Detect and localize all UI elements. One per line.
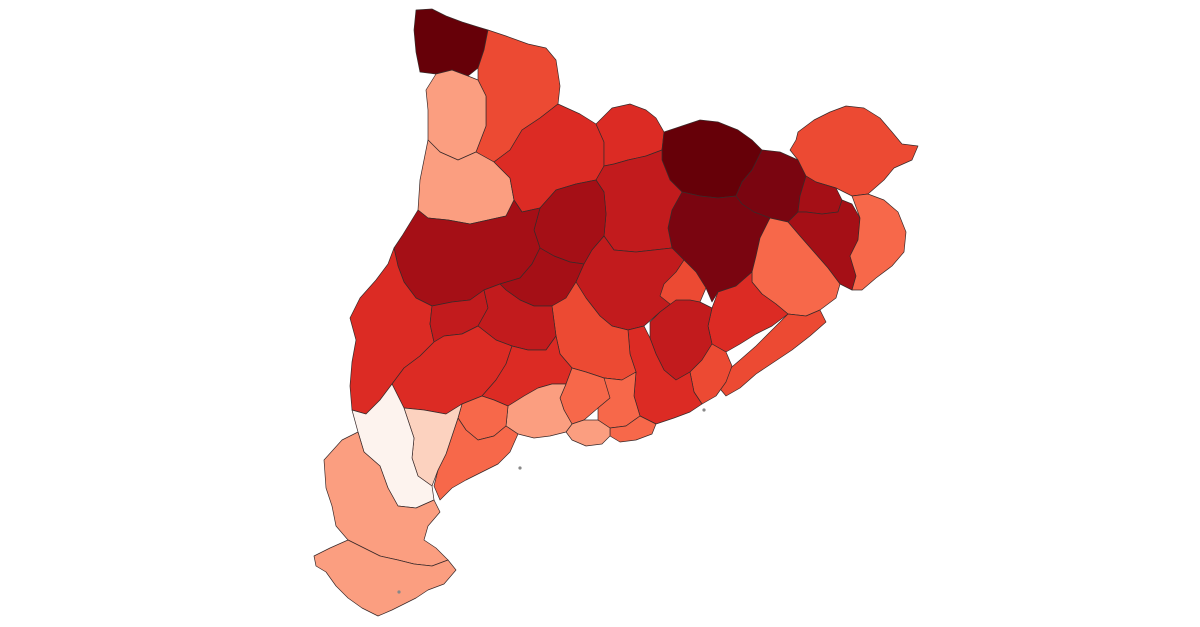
region-alta-ribagorca[interactable] — [425, 69, 487, 161]
region-maresme[interactable] — [715, 309, 827, 397]
coast-marker-ebro-delta — [397, 590, 401, 594]
region-baix-penedes[interactable] — [565, 419, 611, 447]
region-alt-emporda[interactable] — [789, 105, 919, 197]
region-baix-ebre[interactable] — [323, 431, 449, 567]
comarques-layer — [313, 8, 919, 617]
coast-marker-tarragona — [518, 466, 522, 470]
region-baix-emporda[interactable] — [849, 193, 907, 291]
region-montsia[interactable] — [313, 539, 457, 617]
coast-marker-barcelona — [702, 408, 706, 412]
region-val-daran[interactable] — [413, 8, 489, 77]
region-garraf[interactable] — [609, 415, 657, 443]
